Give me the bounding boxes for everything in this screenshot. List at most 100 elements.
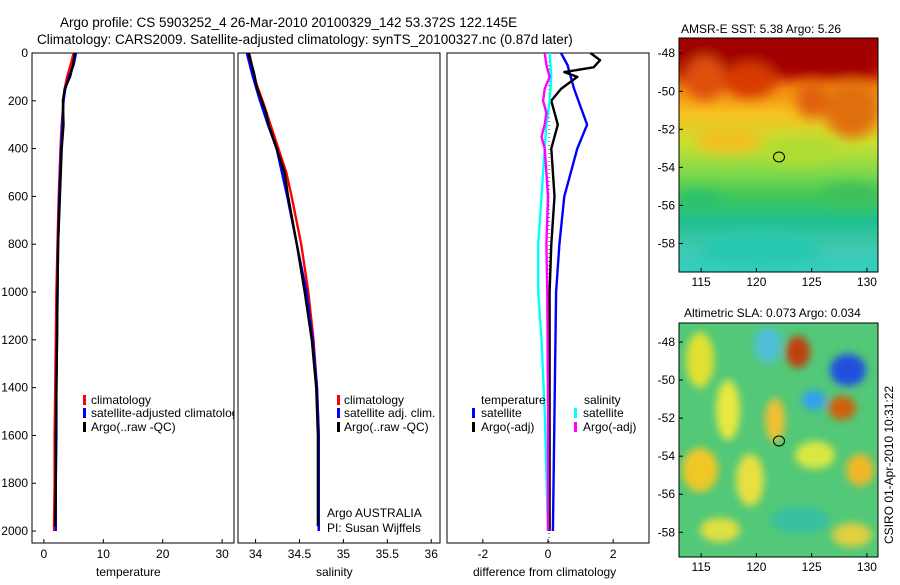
- title-line-1: Argo profile: CS 5903252_4 26-Mar-2010 2…: [60, 15, 517, 30]
- series-line-argo: [54, 52, 76, 527]
- sla-lat-ticks: -48 -50 -52 -54 -56 -58: [658, 335, 683, 539]
- x-tick-label: 34.5: [288, 547, 312, 561]
- legend-swatch-satellite: [83, 408, 86, 418]
- sst-lon-ticks: 115 120 125 130: [692, 268, 877, 289]
- sst-map-panel: AMSR-E SST: 5.38 Argo: 5.26 -48 -50 -52 -54…: [658, 22, 879, 289]
- legend-swatch-climatology: [337, 395, 340, 405]
- lon-tick-label: 120: [746, 275, 766, 289]
- depth-tick-label: 1800: [1, 476, 28, 490]
- sla-map-frame: [678, 322, 879, 558]
- x-tick-label: 2: [610, 547, 617, 561]
- lon-tick-label: 130: [857, 275, 877, 289]
- legend-climatology: climatology: [344, 393, 404, 407]
- x-tick-label: 30: [215, 547, 229, 561]
- x-tick-label: 35.5: [376, 547, 400, 561]
- difference-panel: -2 0 2 difference from climatology tempera…: [446, 52, 650, 579]
- lon-tick-label: 130: [857, 560, 877, 574]
- x-tick-label: 36: [425, 547, 439, 561]
- lat-tick-label: -56: [658, 487, 676, 501]
- temperature-panel: 0 200 400 600 800 1000 1200 1400 1600 1800 2000 0 1…: [1, 46, 244, 579]
- legend-satellite-adj: satellite adj. clim.: [344, 406, 435, 420]
- series-line-temp-argo-adj: [548, 52, 602, 531]
- legend-temperature-title: temperature: [481, 393, 546, 407]
- sst-argo-marker: [773, 151, 785, 163]
- x-tick-label: -2: [478, 547, 489, 561]
- title-line-2: Climatology: CARS2009. Satellite-adjuste…: [37, 32, 573, 47]
- legend-climatology: climatology: [91, 393, 151, 407]
- lat-tick-label: -50: [658, 373, 676, 387]
- depth-tick-label: 1600: [1, 428, 28, 442]
- depth-ticks: 0 200 400 600 800 1000 1200 1400 1600 1800 2000: [1, 46, 36, 538]
- x-tick-label: 0: [41, 547, 48, 561]
- lon-tick-label: 115: [692, 560, 711, 574]
- csiro-credit: CSIRO 01-Apr-2010 10:31:22: [882, 386, 896, 544]
- lat-tick-label: -54: [658, 449, 676, 463]
- salinity-xlabel: salinity: [316, 565, 353, 579]
- lat-tick-label: -52: [658, 122, 676, 136]
- sla-argo-marker: [773, 435, 785, 447]
- legend-swatch-climatology: [83, 395, 86, 405]
- sst-map-title: AMSR-E SST: 5.38 Argo: 5.26: [681, 22, 841, 36]
- series-line-argo: [247, 52, 320, 527]
- salinity-legend: climatology satellite adj. clim. Argo(..…: [337, 393, 435, 434]
- sla-map-title: Altimetric SLA: 0.073 Argo: 0.034: [684, 306, 861, 320]
- series-line-satellite-adjusted: [54, 52, 78, 531]
- legend-swatch-sal-satellite: [574, 408, 577, 418]
- legend-swatch-temp-argo: [472, 422, 475, 432]
- lat-tick-label: -48: [658, 335, 676, 349]
- sst-map-frame: [678, 37, 879, 273]
- legend-swatch-argo: [337, 422, 340, 432]
- depth-tick-label: 1200: [1, 333, 28, 347]
- legend-temp-satellite: satellite: [481, 406, 522, 420]
- temperature-x-ticks: 0 10 20 30: [41, 539, 229, 561]
- lat-tick-label: -52: [658, 411, 676, 425]
- temperature-xlabel: temperature: [96, 565, 161, 579]
- x-tick-label: 0: [545, 547, 552, 561]
- lon-tick-label: 125: [802, 560, 822, 574]
- salinity-series: [245, 52, 320, 531]
- lon-tick-label: 125: [802, 275, 822, 289]
- temperature-legend: climatology satellite-adjusted climatolo…: [83, 393, 244, 434]
- difference-legend: temperature satellite Argo(-adj) salinit…: [472, 393, 636, 434]
- argo-pi: PI: Susan Wijffels: [327, 521, 421, 535]
- argo-agency: Argo AUSTRALIA: [327, 506, 422, 520]
- lat-tick-label: -56: [658, 198, 676, 212]
- temperature-series: [52, 52, 78, 532]
- temperature-axes: [31, 52, 235, 544]
- sla-field: [679, 323, 878, 557]
- legend-sal-satellite: satellite: [583, 406, 624, 420]
- depth-tick-label: 400: [8, 142, 28, 156]
- legend-salinity-title: salinity: [584, 393, 621, 407]
- difference-series: [537, 52, 602, 532]
- depth-tick-label: 600: [8, 189, 28, 203]
- x-tick-label: 10: [97, 547, 111, 561]
- sla-map-panel: Altimetric SLA: 0.073 Argo: 0.034: [658, 306, 879, 574]
- series-line-sal-satellite: [537, 52, 553, 532]
- lat-tick-label: -48: [658, 46, 676, 60]
- depth-tick-label: 0: [21, 46, 28, 60]
- legend-swatch-temp-satellite: [472, 408, 475, 418]
- lat-tick-label: -58: [658, 525, 676, 539]
- salinity-panel: 34 34.5 35 35.5 36 salinity climatology sate…: [237, 52, 441, 579]
- x-tick-label: 35: [337, 547, 351, 561]
- difference-xlabel: difference from climatology: [473, 565, 616, 579]
- legend-sal-argo: Argo(-adj): [583, 420, 636, 434]
- difference-x-ticks: -2 0 2: [478, 539, 617, 561]
- sla-lon-ticks: 115 120 125 130: [692, 553, 877, 574]
- legend-swatch-sal-argo: [574, 422, 577, 432]
- legend-satellite-adjusted: satellite-adjusted climatology: [91, 406, 244, 420]
- legend-argo: Argo(..raw -QC): [91, 420, 176, 434]
- legend-argo: Argo(..raw -QC): [344, 420, 429, 434]
- legend-temp-argo: Argo(-adj): [481, 420, 534, 434]
- lat-tick-label: -54: [658, 160, 676, 174]
- depth-tick-label: 1400: [1, 381, 28, 395]
- series-line-sal-argo-adj: [540, 52, 551, 531]
- sst-lat-ticks: -48 -50 -52 -54 -56 -58: [658, 46, 683, 250]
- depth-tick-label: 200: [8, 94, 28, 108]
- sst-field: [679, 38, 878, 272]
- lat-tick-label: -58: [658, 236, 676, 250]
- series-line-climatology: [248, 52, 320, 531]
- x-tick-label: 20: [156, 547, 170, 561]
- legend-swatch-satellite: [337, 408, 340, 418]
